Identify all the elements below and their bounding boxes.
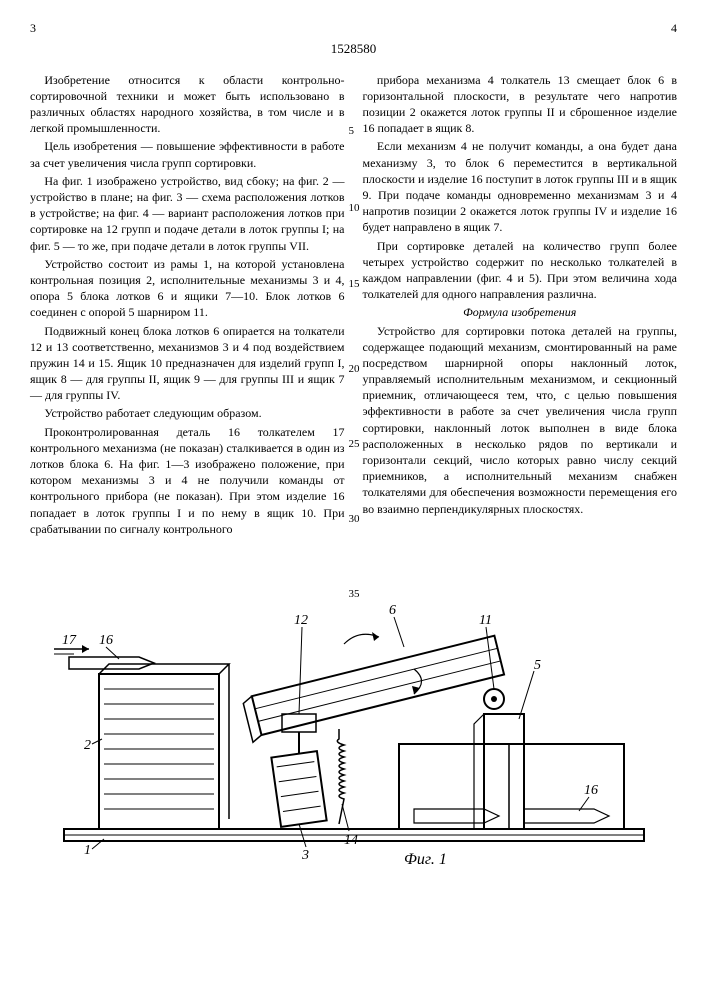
figure-1: 17 16 2 1 12 6 11 5 14 3 [30, 569, 677, 873]
line-marker: 35 [349, 587, 360, 602]
fig-label-2: 2 [84, 738, 91, 753]
line-marker: 15 [349, 277, 360, 292]
fig-label-11: 11 [479, 613, 492, 628]
para: Устройство состоит из рамы 1, на которой… [30, 256, 345, 321]
figure-svg: 17 16 2 1 12 6 11 5 14 3 [44, 569, 664, 869]
fig-label-3: 3 [301, 848, 309, 863]
para: Подвижный конец блока лотков 6 опирается… [30, 323, 345, 404]
left-column: Изобретение относится к области контроль… [30, 72, 345, 539]
para: При сортировке деталей на количество гру… [363, 238, 678, 303]
para: Цель изобретения — повышение эффективнос… [30, 138, 345, 170]
fig-label-5: 5 [534, 658, 541, 673]
para: Устройство для сортировки потока деталей… [363, 323, 678, 517]
para: Проконтролированная деталь 16 толкателем… [30, 424, 345, 537]
line-marker: 25 [349, 437, 360, 452]
para: Если механизм 4 не получит команды, а он… [363, 138, 678, 235]
fig-label-16b: 16 [584, 783, 598, 798]
fig-label-17: 17 [62, 633, 77, 648]
para: прибора механизма 4 толкатель 13 смещает… [363, 72, 678, 137]
line-number-gutter: 5 10 15 20 25 30 35 [349, 72, 360, 602]
right-column: 5 10 15 20 25 30 35 прибора механизма 4 … [363, 72, 678, 539]
fig-label-16a: 16 [99, 633, 113, 648]
fig-label-14: 14 [344, 833, 358, 848]
text-columns: Изобретение относится к области контроль… [30, 72, 677, 539]
line-marker: 20 [349, 362, 360, 377]
figure-caption: Фиг. 1 [404, 851, 447, 868]
fig-label-6: 6 [389, 603, 396, 618]
para: Устройство работает следующим образом. [30, 405, 345, 421]
line-marker: 10 [349, 201, 360, 216]
fig-label-12: 12 [294, 613, 308, 628]
para: Изобретение относится к области контроль… [30, 72, 345, 137]
para: На фиг. 1 изображено устройство, вид сбо… [30, 173, 345, 254]
fig-label-1: 1 [84, 843, 91, 858]
formula-title: Формула изобретения [363, 304, 678, 320]
doc-number: 1528580 [30, 40, 677, 58]
page-num-right: 4 [671, 20, 677, 36]
line-marker: 30 [349, 512, 360, 527]
line-marker: 5 [349, 124, 360, 139]
page-num-left: 3 [30, 20, 36, 36]
